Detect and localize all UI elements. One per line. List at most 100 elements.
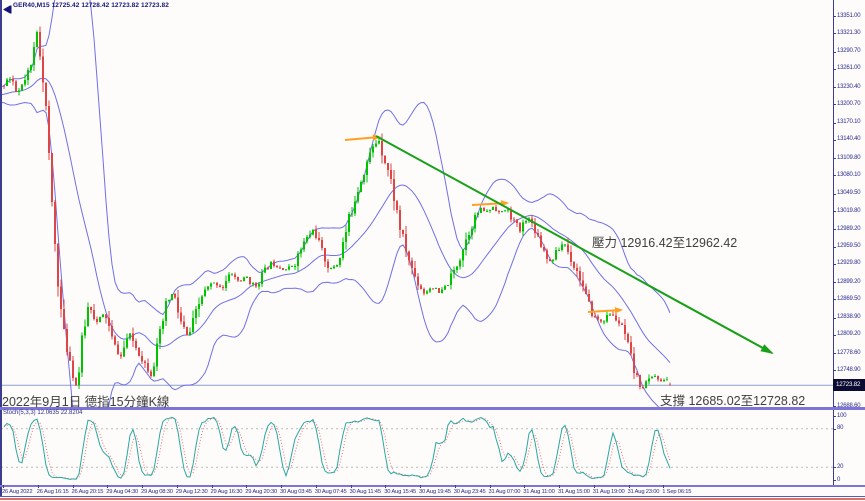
time-axis-tick [142,485,143,488]
bollinger-middle [1,77,671,364]
price-axis-label: 12778.60 [837,349,861,356]
stoch-scale-label-tick [833,480,836,481]
price-axis-label: 13080.10 [837,171,861,178]
price-axis-label-tick [833,246,836,248]
time-axis-tick [3,485,4,488]
time-axis-tick [107,485,109,488]
price-axis-label-tick [833,229,836,231]
time-axis-label: 31 Aug 07:00 [488,489,521,495]
time-axis-label: 30 Aug 23:45 [453,489,486,495]
price-axis-label-tick [833,370,836,372]
price-axis-label-tick [833,282,836,283]
support-annotation: 支撐 12685.02至12728.82 [660,394,806,408]
stoch-scale-label-tick [833,416,836,417]
window-bottom-edge [0,498,865,500]
price-axis-label-tick [833,16,836,17]
resistance-annotation: 壓力 12916.42至12962.42 [592,236,738,250]
price-axis-label-tick [833,353,836,354]
bollinger-upper [1,0,671,316]
time-axis-tick [593,485,595,488]
bollinger-lower [1,101,660,407]
price-axis-label-tick [833,334,836,336]
time-axis-label: 29 Aug 08:30 [141,489,173,495]
candles [3,26,671,390]
stoch-scale-label: 80 [837,425,844,432]
time-axis-label: 29 Aug 04:30 [106,489,139,495]
time-axis-tick [524,485,526,488]
current-price-value: 12723.82 [836,381,861,389]
time-axis-tick [315,485,317,488]
caption-annotation: 2022年9月1日 德指15分鐘K線 [2,395,170,409]
time-axis-tick [663,485,665,488]
time-axis-label: 29 Aug 16:30 [210,489,243,495]
stochastic-pane[interactable] [1,416,833,480]
time-axis-label: 26 Aug 2022 [2,489,33,495]
price-axis-label-tick [833,193,836,195]
price-axis-label: 13321.30 [837,29,861,36]
stoch-scale-label-tick [833,467,836,469]
stoch-d-line [3,417,671,480]
price-axis-label: 12688.60 [837,402,861,409]
stoch-scale-label: 0 [837,476,841,483]
stoch-k-line [3,416,671,480]
price-axis-label-tick [833,87,836,88]
price-axis-label-tick [833,299,836,301]
price-axis-label-tick [833,33,836,35]
time-axis-tick [176,485,178,488]
time-axis-tick [628,485,630,488]
time-axis-label: 31 Aug 11:00 [523,489,555,495]
time-axis-tick [211,485,213,488]
time-axis-label: 29 Aug 20:30 [245,489,278,495]
time-axis-label: 30 Aug 07:45 [314,489,347,495]
price-axis-label: 13261.00 [837,65,861,72]
time-axis-label: 30 Aug 15:45 [384,489,417,495]
time-axis-tick [72,485,74,488]
price-axis-label: 12869.50 [837,295,861,302]
time-axis-tick [350,485,352,488]
price-axis-label-tick [833,139,836,141]
price-axis-label-tick [833,51,836,53]
price-axis-label: 13140.40 [837,136,861,143]
stoch-scale-label: 20 [837,463,844,470]
resistance-segment-3-arrowhead [614,307,623,314]
chart-marker-icon [1,1,12,19]
price-axis-label-tick [833,122,836,124]
time-axis-label: 30 Aug 11:45 [349,489,382,495]
stochastic-label: Stoch(5,3,3) 12.0635 22.8204 [3,410,83,416]
time-axis-label: 30 Aug 19:45 [419,489,451,495]
price-axis-label-tick [833,406,836,407]
price-axis-label: 13109.80 [837,154,861,161]
main-pane[interactable] [1,0,833,490]
price-axis-label: 13351.00 [837,12,861,19]
time-axis[interactable]: 26 Aug 2022 26 Aug 16:15 26 Aug 20:15 29 Au… [0,485,865,501]
time-axis-label: 1 Sep 06:15 [662,489,692,495]
price-axis-label-tick [833,175,836,177]
price-axis-label: 12748.90 [837,366,861,373]
chart-title: GER40,M15 12725.42 12728.42 12723.82 127… [13,2,169,9]
stoch-timeaxis-separator[interactable] [0,485,865,487]
price-axis-line [833,0,834,487]
time-axis-tick [246,485,248,488]
price-axis-label: 13290.70 [837,48,861,54]
price-axis-label: 12809.20 [837,331,861,338]
price-axis[interactable]: 13351.00 13321.30 13290.70 13261.00 13230.40… [833,0,865,487]
trendline[interactable] [375,135,773,354]
price-axis-label-tick [833,211,836,212]
time-axis-label: 31 Aug 19:00 [592,489,625,495]
time-axis-tick [37,485,39,488]
price-axis-label: 12899.20 [837,278,861,285]
price-axis-label-tick [833,104,836,106]
price-axis-label-tick [833,317,836,319]
price-axis-label-tick [833,263,836,265]
time-axis-label: 26 Aug 20:15 [71,489,104,495]
time-axis-tick [420,485,421,488]
price-axis-label: 13049.50 [837,190,861,196]
left-border [0,0,2,497]
time-axis-tick [454,485,456,488]
main-stoch-separator[interactable] [0,407,865,410]
window-bottom-line [0,496,865,497]
time-axis-label: 26 Aug 16:15 [36,489,69,495]
time-axis-tick [489,485,491,488]
